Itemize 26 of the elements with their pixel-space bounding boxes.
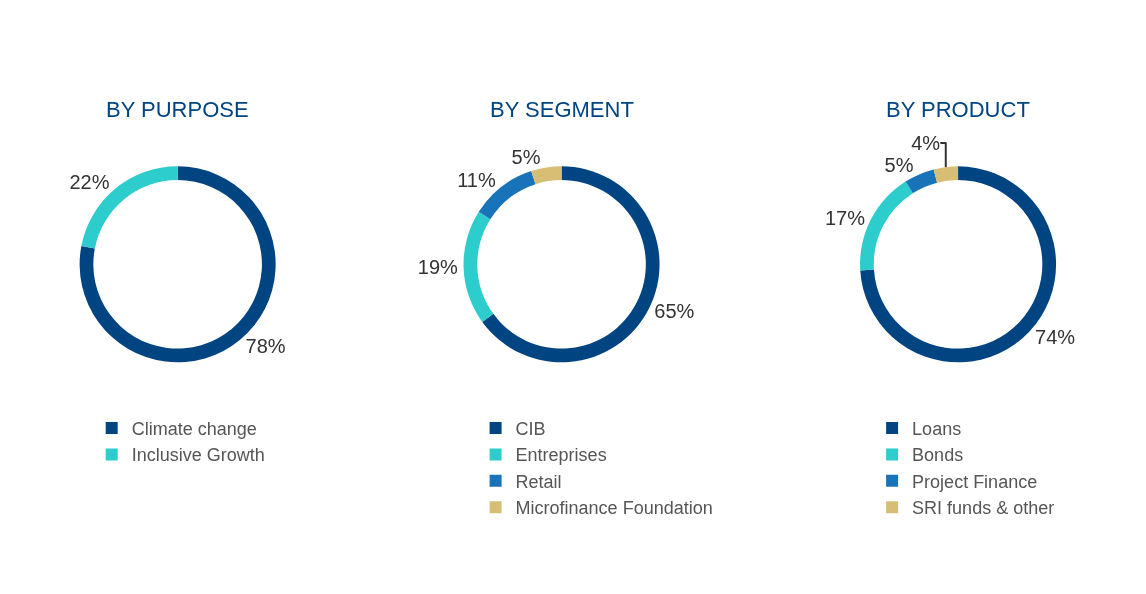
donut-slice xyxy=(933,166,959,183)
data-label: 4% xyxy=(911,132,941,155)
legend-label: Microfinance Foundation xyxy=(515,498,713,519)
data-label: 19% xyxy=(417,256,459,279)
donut-slice xyxy=(463,211,494,322)
data-label: 74% xyxy=(1035,325,1076,348)
data-label: 22% xyxy=(69,171,110,194)
legend-label: Inclusive Growth xyxy=(131,445,265,466)
data-label: 5% xyxy=(884,154,914,177)
data-label: 11% xyxy=(457,169,496,192)
legend-label: Bonds xyxy=(912,445,964,466)
legend-label: Entreprises xyxy=(515,445,607,466)
data-label: 78% xyxy=(245,335,286,358)
chart-title: BY PURPOSE xyxy=(106,97,249,122)
data-label: 5% xyxy=(511,145,541,168)
chart-title: BY PRODUCT xyxy=(886,97,1030,122)
donut-slice xyxy=(531,166,562,185)
data-label: 17% xyxy=(824,206,866,229)
chart-title: BY SEGMENT xyxy=(490,97,634,122)
data-label: 65% xyxy=(654,300,695,323)
legend-label: Loans xyxy=(912,419,962,440)
legend-label: CIB xyxy=(515,419,546,440)
legend-label: Retail xyxy=(515,471,562,492)
legend-label: Climate change xyxy=(131,419,257,440)
legend-label: Project Finance xyxy=(912,471,1038,492)
legend-label: SRI funds & other xyxy=(912,498,1055,519)
